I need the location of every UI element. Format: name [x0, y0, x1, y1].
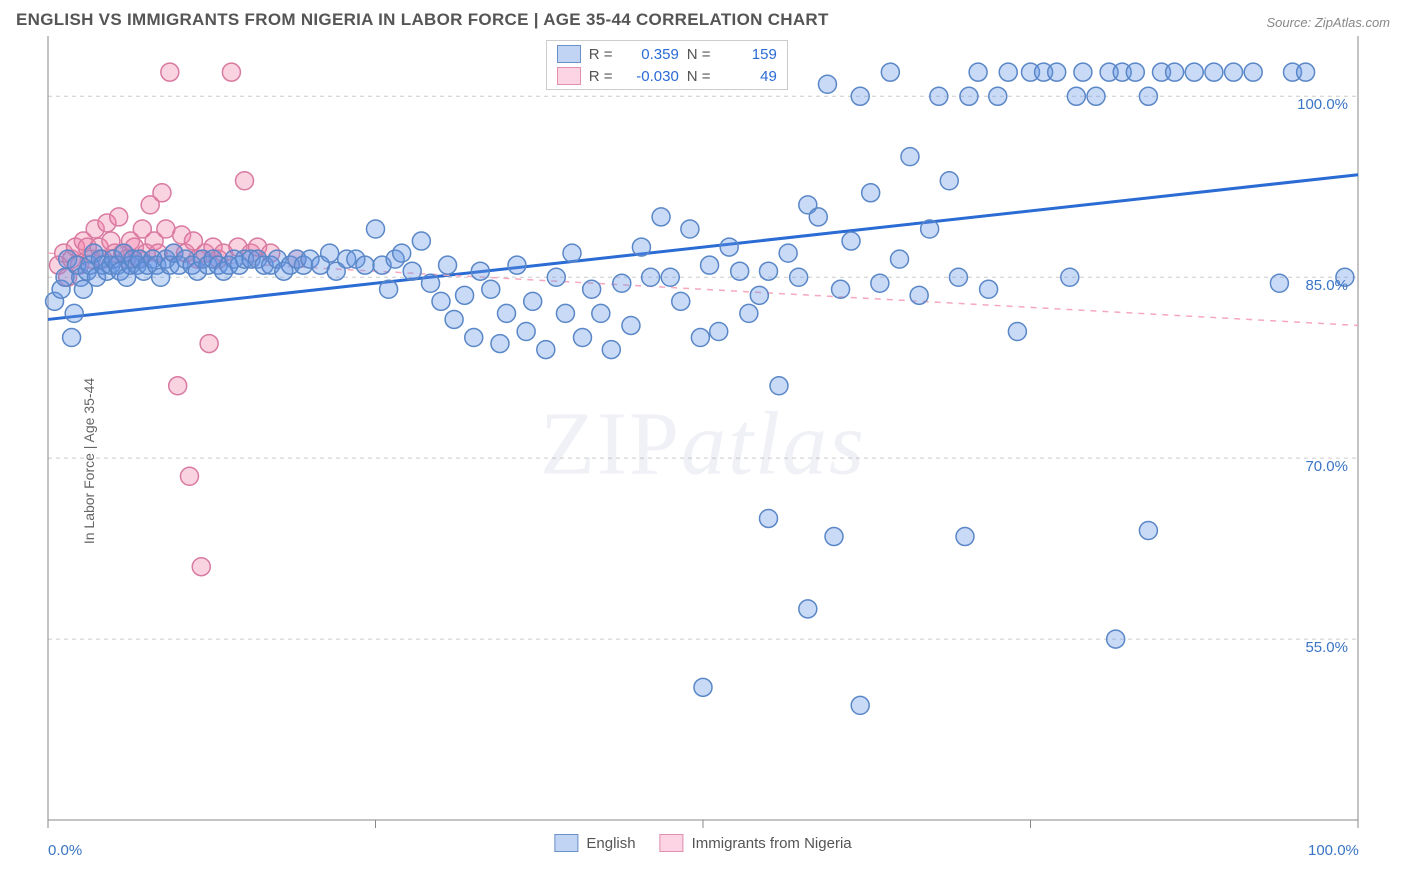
- legend: English Immigrants from Nigeria: [554, 834, 851, 852]
- chart-header: ENGLISH VS IMMIGRANTS FROM NIGERIA IN LA…: [0, 0, 1406, 36]
- legend-item: English: [554, 834, 635, 852]
- y-tick-label: 85.0%: [1305, 277, 1348, 294]
- stats-row: R = -0.030 N = 49: [547, 65, 787, 87]
- legend-swatch: [554, 834, 578, 852]
- stats-r-value: -0.030: [625, 68, 679, 85]
- legend-label: Immigrants from Nigeria: [692, 835, 852, 852]
- legend-swatch: [660, 834, 684, 852]
- stats-r-label: R =: [589, 68, 617, 85]
- stats-n-label: N =: [687, 46, 715, 63]
- x-tick-label: 100.0%: [1308, 842, 1359, 859]
- stats-row: R = 0.359 N = 159: [547, 43, 787, 65]
- legend-item: Immigrants from Nigeria: [660, 834, 852, 852]
- legend-label: English: [586, 835, 635, 852]
- stats-r-label: R =: [589, 46, 617, 63]
- stats-r-value: 0.359: [625, 46, 679, 63]
- stats-n-value: 49: [723, 68, 777, 85]
- chart-area: In Labor Force | Age 35-44 ZIPatlas R =0…: [0, 36, 1406, 886]
- scatter-chart: [0, 36, 1406, 886]
- stats-swatch: [557, 45, 581, 63]
- chart-source: Source: ZipAtlas.com: [1266, 15, 1390, 30]
- y-tick-label: 100.0%: [1297, 96, 1348, 113]
- chart-title: ENGLISH VS IMMIGRANTS FROM NIGERIA IN LA…: [16, 10, 829, 30]
- y-tick-label: 70.0%: [1305, 458, 1348, 475]
- y-tick-label: 55.0%: [1305, 639, 1348, 656]
- stats-n-value: 159: [723, 46, 777, 63]
- stats-swatch: [557, 67, 581, 85]
- x-tick-label: 0.0%: [48, 842, 82, 859]
- stats-n-label: N =: [687, 68, 715, 85]
- correlation-stats-box: R = 0.359 N = 159 R = -0.030 N = 49: [546, 40, 788, 90]
